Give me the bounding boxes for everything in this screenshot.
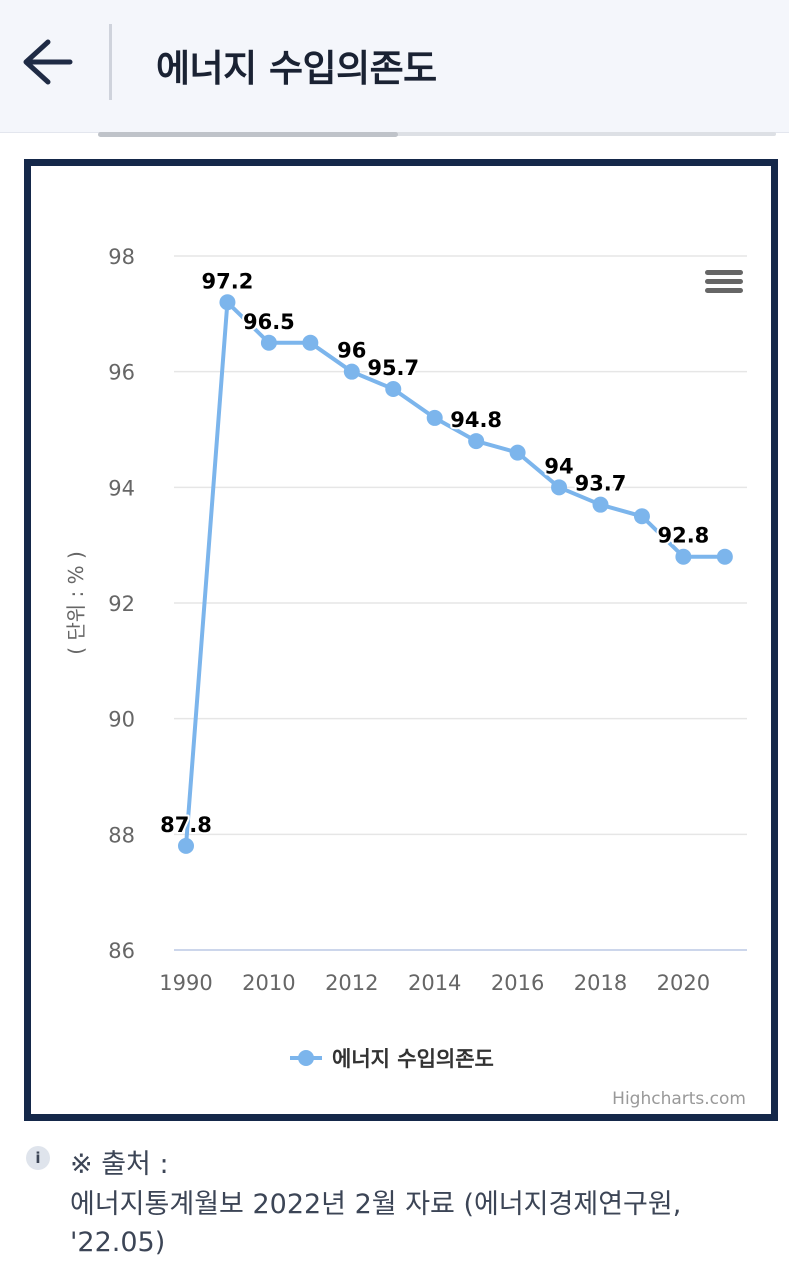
y-tick-label: 98 [108,245,135,269]
x-tick-label: 2016 [491,971,544,995]
data-point [509,444,526,461]
data-label: 87.8 [160,813,212,837]
data-label: 94.8 [450,408,502,432]
x-tick-label: 2012 [325,971,378,995]
data-point [633,508,650,525]
data-label: 94 [544,454,573,478]
data-point [260,334,277,351]
hamburger-menu-icon[interactable] [705,270,743,293]
series-line [184,300,727,848]
x-tick-label: 1990 [159,971,212,995]
arrow-left-icon [23,39,73,85]
info-icon: i [26,1146,50,1170]
data-point [551,479,568,496]
y-tick-label: 90 [108,708,135,732]
chart-frame: 98 96 94 92 90 88 86 ( 단위 : % ) 1990 2010 2012 2014… [24,159,778,1121]
y-tick-label: 86 [108,939,135,963]
data-label: 93.7 [575,472,627,496]
horizontal-scrollbar[interactable] [98,132,398,137]
menu-bar [705,270,743,275]
data-label: 97.2 [202,269,254,293]
app-header: 에너지 수입의존도 [0,0,789,133]
horizontal-scroll-track [126,132,776,136]
y-axis-title: ( 단위 : % ) [64,551,88,655]
line-chart: 98 96 94 92 90 88 86 ( 단위 : % ) 1990 2010 2012 2014… [64,245,747,1109]
y-tick-label: 94 [108,476,135,500]
data-point [343,363,360,380]
x-tick-label: 2020 [657,971,710,995]
source-label: ※ 출처 : [70,1149,169,1180]
x-tick-label: 2014 [408,971,461,995]
data-point [178,837,194,854]
data-label: 92.8 [657,524,709,548]
data-label: 96 [337,339,366,363]
menu-bar [705,288,743,293]
legend-marker [298,1050,314,1066]
menu-bar [705,279,743,284]
data-point [385,381,402,398]
data-point [426,409,443,426]
data-point [468,433,485,450]
data-label: 96.5 [243,310,295,334]
data-label: 95.7 [367,356,419,380]
credits-text: Highcharts.com [612,1089,746,1109]
data-point [302,334,319,351]
header-divider [109,24,112,100]
page-title: 에너지 수입의존도 [156,47,437,90]
back-button[interactable] [18,38,76,86]
y-tick-label: 92 [108,592,135,616]
data-point [716,548,733,565]
data-point [592,496,609,513]
y-tick-label: 88 [108,823,135,847]
legend-label: 에너지 수입의존도 [332,1047,494,1071]
source-text: 에너지통계월보 2022년 2월 자료 (에너지경제연구원, '22.05) [70,1189,682,1258]
data-point [675,548,692,565]
x-tick-label: 2010 [242,971,295,995]
x-tick-label: 2018 [574,971,627,995]
data-point [219,294,236,311]
y-tick-label: 96 [108,361,135,385]
